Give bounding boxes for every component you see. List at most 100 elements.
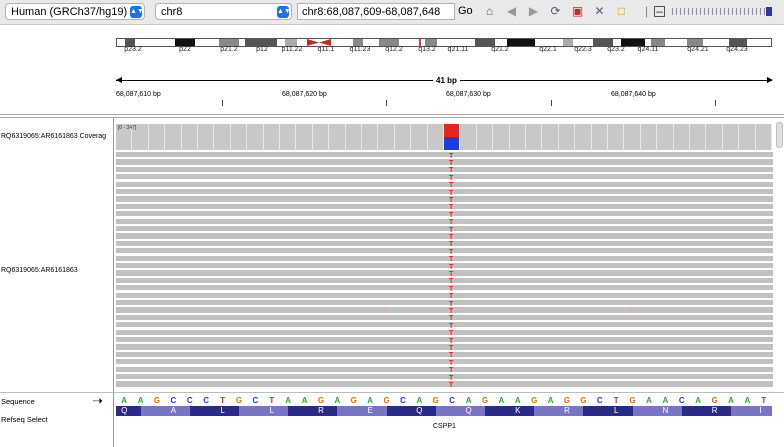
home-icon[interactable]: ⌂ [485, 4, 494, 18]
coverage-bar[interactable] [755, 124, 772, 150]
reference-base: A [121, 396, 128, 405]
coverage-bar[interactable] [657, 124, 674, 150]
back-icon[interactable]: ◀ [506, 4, 517, 18]
genome-dropdown[interactable]: Human (GRCh37/hg19) ▲▼ [5, 3, 145, 20]
coverage-bar[interactable] [690, 124, 707, 150]
coverage-bar[interactable] [345, 124, 362, 150]
scrollbar[interactable] [776, 122, 783, 148]
aligned-read[interactable] [116, 337, 773, 343]
locus-input[interactable]: chr8:68,087,609-68,087,648 [297, 3, 455, 20]
aligned-read[interactable] [116, 263, 773, 269]
coverage-bar[interactable] [394, 124, 412, 150]
aligned-read[interactable] [116, 322, 773, 328]
coverage-bar[interactable] [198, 124, 215, 150]
strand-arrow-icon[interactable]: ➝ [92, 393, 103, 408]
aligned-read[interactable] [116, 270, 773, 276]
resize-icon[interactable]: ✕ [594, 4, 605, 18]
coverage-bar[interactable] [493, 124, 510, 150]
coverage-bar[interactable] [329, 124, 346, 150]
coverage-bar[interactable] [722, 124, 740, 150]
chromosome-dropdown[interactable]: chr8 ▲▼ [155, 3, 292, 20]
coverage-bar[interactable] [673, 124, 690, 150]
aligned-read[interactable] [116, 359, 773, 365]
aligned-read[interactable] [116, 226, 773, 232]
aligned-read[interactable] [116, 292, 773, 298]
coverage-bar[interactable] [132, 124, 149, 150]
refresh-icon[interactable]: ⟳ [550, 4, 561, 18]
aligned-read[interactable] [116, 174, 773, 180]
aligned-read[interactable] [116, 233, 773, 239]
zoom-slider[interactable] [670, 7, 778, 16]
coverage-bar[interactable] [378, 124, 395, 150]
region-of-interest-icon[interactable]: ▣ [571, 4, 584, 18]
aligned-read[interactable] [116, 366, 773, 372]
coverage-bar[interactable] [312, 124, 330, 150]
zoom-out-icon[interactable]: – [654, 5, 665, 17]
aligned-read[interactable] [116, 314, 773, 320]
coverage-bar[interactable] [591, 124, 608, 150]
coverage-bar[interactable] [476, 124, 494, 150]
coverage-bar[interactable] [280, 124, 297, 150]
aligned-read[interactable] [116, 300, 773, 306]
go-button[interactable]: Go [458, 5, 473, 17]
coverage-bar[interactable] [558, 124, 576, 150]
popup-info-icon[interactable]: □ [617, 4, 626, 18]
aligned-read[interactable] [116, 285, 773, 291]
aligned-read[interactable] [116, 159, 773, 165]
aligned-read[interactable] [116, 344, 773, 350]
aligned-read[interactable] [116, 166, 773, 172]
coverage-bar[interactable] [296, 124, 313, 150]
coverage-bar[interactable] [362, 124, 379, 150]
coverage-bar[interactable] [706, 124, 723, 150]
refseq-track-name[interactable]: Refseq Select [1, 415, 48, 424]
coverage-bar[interactable] [608, 124, 625, 150]
reference-base: A [334, 396, 341, 405]
coverage-track[interactable] [116, 122, 773, 150]
coverage-bar-alt-t[interactable] [444, 124, 461, 137]
aligned-read[interactable] [116, 307, 773, 313]
coverage-bar[interactable] [460, 124, 477, 150]
refseq-gene-track[interactable] [116, 406, 772, 416]
aligned-read[interactable] [116, 277, 773, 283]
aligned-read[interactable] [116, 351, 773, 357]
aligned-read[interactable] [116, 203, 773, 209]
coverage-bar[interactable] [739, 124, 756, 150]
aligned-read[interactable] [116, 255, 773, 261]
coverage-track-name[interactable]: RQ6319065:AR6161863 Coverag [1, 133, 107, 140]
coverage-bar[interactable] [542, 124, 559, 150]
aligned-read[interactable] [116, 189, 773, 195]
coverage-bar[interactable] [427, 124, 444, 150]
coverage-bar[interactable] [575, 124, 592, 150]
coverage-bar[interactable] [263, 124, 280, 150]
coverage-bar[interactable] [526, 124, 543, 150]
aligned-read[interactable] [116, 374, 773, 380]
aligned-read[interactable] [116, 248, 773, 254]
coverage-bar[interactable] [411, 124, 428, 150]
forward-icon[interactable]: ▶ [528, 4, 539, 18]
aligned-read[interactable] [116, 381, 773, 387]
aligned-read[interactable] [116, 196, 773, 202]
aligned-read[interactable] [116, 218, 773, 224]
aligned-read[interactable] [116, 211, 773, 217]
coverage-bar[interactable] [214, 124, 231, 150]
coverage-bar[interactable] [116, 124, 133, 150]
ideogram-band [379, 39, 399, 46]
coverage-bar[interactable] [624, 124, 641, 150]
aligned-read[interactable] [116, 329, 773, 335]
coverage-bar[interactable] [509, 124, 526, 150]
aligned-read[interactable] [116, 181, 773, 187]
coverage-bar[interactable] [148, 124, 166, 150]
coverage-bar[interactable] [165, 124, 182, 150]
zoom-tick [708, 8, 709, 15]
coverage-bar[interactable] [181, 124, 198, 150]
aligned-read[interactable] [116, 240, 773, 246]
coverage-bar[interactable] [230, 124, 248, 150]
coverage-bar[interactable] [640, 124, 658, 150]
chromosome-ideogram[interactable] [116, 38, 772, 47]
aligned-read[interactable] [116, 152, 773, 158]
coverage-bar-ref-c[interactable] [444, 137, 461, 150]
alignment-track-name[interactable]: RQ6319065:AR6161863 [1, 267, 78, 274]
coverage-bar[interactable] [247, 124, 264, 150]
sequence-track-name[interactable]: Sequence [1, 397, 35, 406]
